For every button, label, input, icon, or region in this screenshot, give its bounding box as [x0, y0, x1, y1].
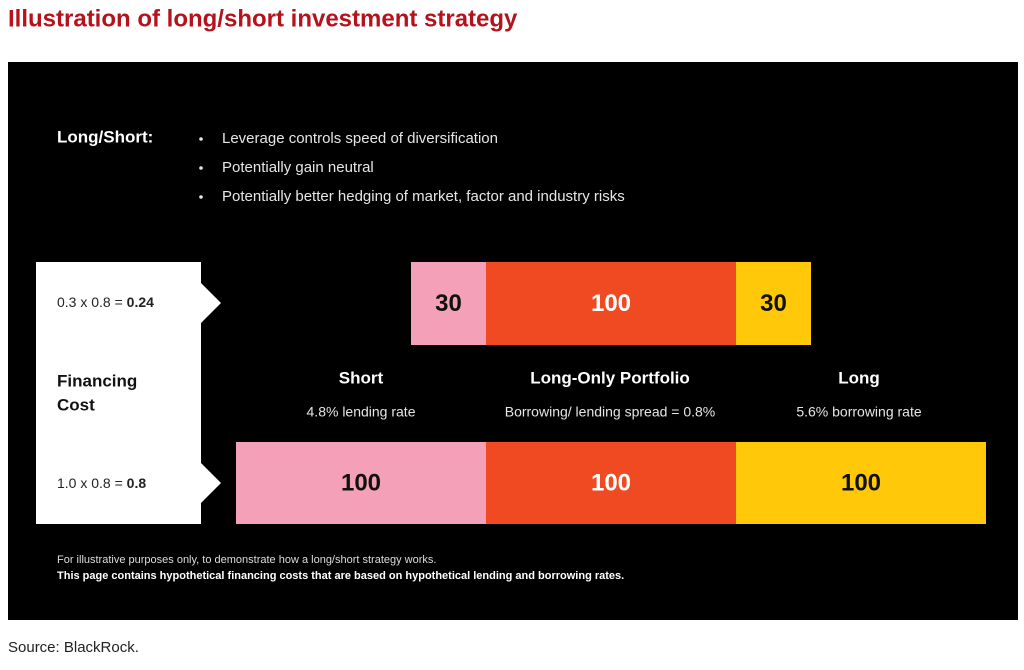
segment-label: 100	[591, 290, 631, 317]
formula-result: 0.8	[127, 475, 147, 491]
bar-segment	[736, 442, 986, 524]
financing-box	[36, 262, 221, 524]
bar-segment	[486, 262, 736, 345]
bullet-dot	[199, 137, 203, 141]
bar-segment	[411, 262, 486, 345]
formula-result: 0.24	[127, 294, 154, 310]
segment-label: 30	[760, 290, 787, 317]
column-note: 4.8% lending rate	[307, 404, 416, 420]
formula: 1.0 x 0.8 = 0.8	[57, 475, 146, 491]
column-note: Borrowing/ lending spread = 0.8%	[505, 404, 716, 420]
title: Illustration of long/short investment st…	[8, 5, 518, 32]
footnote: For illustrative purposes only, to demon…	[57, 554, 436, 566]
formula-text: 0.3 x 0.8 =	[57, 294, 127, 310]
bullet-dot	[199, 195, 203, 199]
segment-label: 100	[841, 469, 881, 496]
footnote-bold: This page contains hypothetical financin…	[57, 570, 624, 582]
bullet-dot	[199, 166, 203, 170]
financing-label: Financing	[57, 371, 137, 390]
column-name: Short	[339, 368, 384, 387]
bar-segment	[486, 442, 736, 524]
column-note: 5.6% borrowing rate	[796, 404, 922, 420]
column-name: Long	[838, 368, 880, 387]
bar-segment	[736, 262, 811, 345]
bar-segment	[236, 442, 486, 524]
segment-label: 100	[341, 469, 381, 496]
segment-label: 30	[435, 290, 462, 317]
bullet-text: Potentially gain neutral	[222, 159, 374, 176]
formula: 0.3 x 0.8 = 0.24	[57, 294, 154, 310]
column-name: Long-Only Portfolio	[530, 368, 690, 387]
bullet-text: Potentially better hedging of market, fa…	[222, 188, 625, 205]
heading: Long/Short:	[57, 127, 153, 146]
bullet-text: Leverage controls speed of diversificati…	[222, 130, 498, 147]
formula-text: 1.0 x 0.8 =	[57, 475, 127, 491]
segment-label: 100	[591, 469, 631, 496]
financing-label: Cost	[57, 395, 95, 414]
source: Source: BlackRock.	[8, 639, 139, 656]
